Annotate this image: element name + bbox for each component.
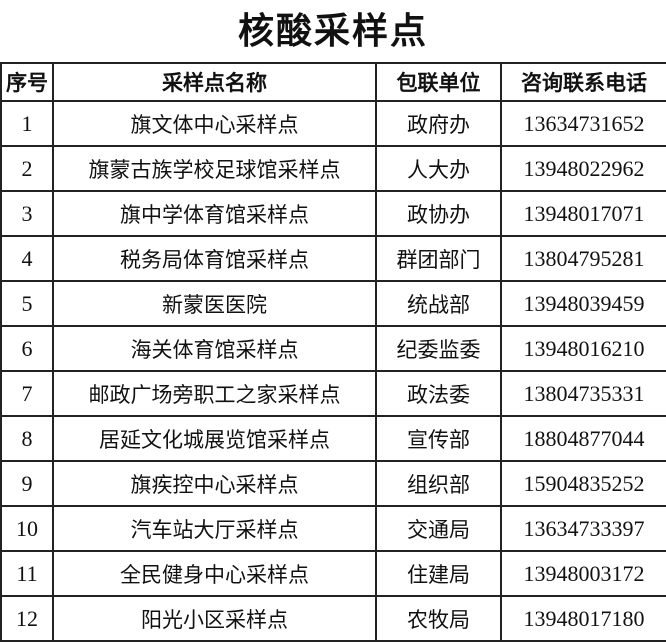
cell-site-name: 居延文化城展览馆采样点 — [52, 415, 377, 462]
cell-site-name: 旗疾控中心采样点 — [52, 460, 377, 507]
cell-unit: 农牧局 — [375, 595, 502, 642]
cell-phone: 13804735331 — [500, 370, 666, 417]
table-row: 12 阳光小区采样点 农牧局 13948017180 — [0, 595, 666, 642]
cell-phone: 13948017071 — [500, 190, 666, 237]
cell-phone: 13948016210 — [500, 325, 666, 372]
cell-number: 7 — [0, 370, 54, 417]
cell-number: 6 — [0, 325, 54, 372]
cell-unit: 群团部门 — [375, 235, 502, 282]
cell-unit: 统战部 — [375, 280, 502, 327]
table-row: 11 全民健身中心采样点 住建局 13948003172 — [0, 550, 666, 597]
cell-unit: 组织部 — [375, 460, 502, 507]
cell-unit: 人大办 — [375, 145, 502, 192]
cell-phone: 13948022962 — [500, 145, 666, 192]
cell-number: 1 — [0, 100, 54, 147]
page-title: 核酸采样点 — [237, 10, 428, 52]
cell-site-name: 旗文体中心采样点 — [52, 100, 377, 147]
table-row: 9 旗疾控中心采样点 组织部 15904835252 — [0, 460, 666, 507]
cell-number: 8 — [0, 415, 54, 462]
table-row: 6 海关体育馆采样点 纪委监委 13948016210 — [0, 325, 666, 372]
cell-site-name: 海关体育馆采样点 — [52, 325, 377, 372]
cell-number: 4 — [0, 235, 54, 282]
header-number: 序号 — [0, 62, 54, 102]
cell-phone: 15904835252 — [500, 460, 666, 507]
table-row: 2 旗蒙古族学校足球馆采样点 人大办 13948022962 — [0, 145, 666, 192]
cell-number: 2 — [0, 145, 54, 192]
cell-number: 10 — [0, 505, 54, 552]
cell-site-name: 汽车站大厅采样点 — [52, 505, 377, 552]
cell-phone: 13948003172 — [500, 550, 666, 597]
table-row: 3 旗中学体育馆采样点 政协办 13948017071 — [0, 190, 666, 237]
cell-phone: 13634731652 — [500, 100, 666, 147]
table-row: 8 居延文化城展览馆采样点 宣传部 18804877044 — [0, 415, 666, 462]
header-phone: 咨询联系电话 — [500, 62, 666, 102]
cell-number: 11 — [0, 550, 54, 597]
table-row: 5 新蒙医医院 统战部 13948039459 — [0, 280, 666, 327]
cell-unit: 宣传部 — [375, 415, 502, 462]
header-unit: 包联单位 — [375, 62, 502, 102]
table-row: 4 税务局体育馆采样点 群团部门 13804795281 — [0, 235, 666, 282]
cell-unit: 政协办 — [375, 190, 502, 237]
cell-number: 3 — [0, 190, 54, 237]
cell-phone: 13948017180 — [500, 595, 666, 642]
cell-unit: 政府办 — [375, 100, 502, 147]
table-row: 10 汽车站大厅采样点 交通局 13634733397 — [0, 505, 666, 552]
cell-site-name: 新蒙医医院 — [52, 280, 377, 327]
cell-unit: 政法委 — [375, 370, 502, 417]
cell-number: 5 — [0, 280, 54, 327]
table-row: 7 邮政广场旁职工之家采样点 政法委 13804735331 — [0, 370, 666, 417]
cell-site-name: 税务局体育馆采样点 — [52, 235, 377, 282]
cell-number: 9 — [0, 460, 54, 507]
cell-number: 12 — [0, 595, 54, 642]
cell-site-name: 旗蒙古族学校足球馆采样点 — [52, 145, 377, 192]
cell-phone: 18804877044 — [500, 415, 666, 462]
table-header: 序号 采样点名称 包联单位 咨询联系电话 — [0, 62, 666, 102]
cell-phone: 13634733397 — [500, 505, 666, 552]
cell-unit: 纪委监委 — [375, 325, 502, 372]
sampling-sites-table: 序号 采样点名称 包联单位 咨询联系电话 1 旗文体中心采样点 政府办 1363473… — [0, 62, 666, 642]
cell-site-name: 旗中学体育馆采样点 — [52, 190, 377, 237]
header-site-name: 采样点名称 — [52, 62, 377, 102]
cell-site-name: 邮政广场旁职工之家采样点 — [52, 370, 377, 417]
cell-unit: 交通局 — [375, 505, 502, 552]
cell-phone: 13948039459 — [500, 280, 666, 327]
cell-site-name: 全民健身中心采样点 — [52, 550, 377, 597]
cell-unit: 住建局 — [375, 550, 502, 597]
cell-phone: 13804795281 — [500, 235, 666, 282]
cell-site-name: 阳光小区采样点 — [52, 595, 377, 642]
table-row: 1 旗文体中心采样点 政府办 13634731652 — [0, 100, 666, 147]
